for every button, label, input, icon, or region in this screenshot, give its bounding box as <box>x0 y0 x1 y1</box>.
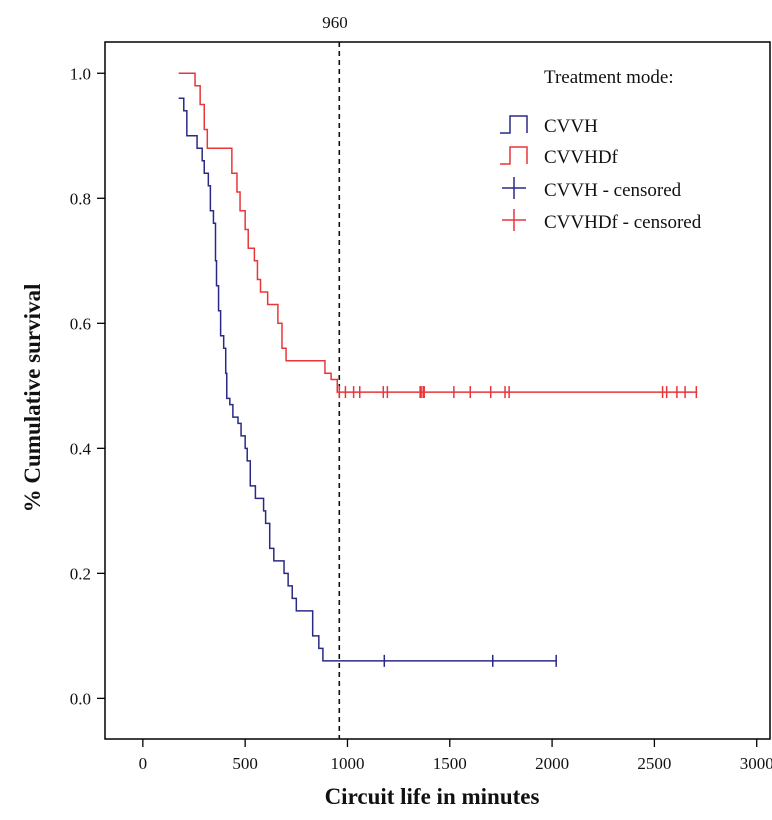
legend-item: CVVH <box>500 115 598 137</box>
y-axis-title: % Cumulative survival <box>20 284 45 513</box>
legend-swatch <box>500 115 528 134</box>
y-tick-label: 1.0 <box>70 64 91 83</box>
y-tick-label: 0.2 <box>70 564 91 583</box>
series-layer <box>178 72 698 667</box>
y-tick-label: 0.8 <box>70 189 91 208</box>
y-tick-label: 0.0 <box>70 689 91 708</box>
x-axis: 0 500 1000 1500 2000 2500 3000 <box>139 739 772 773</box>
series-line-cvvh <box>178 97 557 662</box>
x-tick-label: 0 <box>139 754 148 773</box>
reference-line-label: 960 <box>322 13 348 32</box>
legend-label: CVVH <box>544 116 598 137</box>
legend: Treatment mode: CVVH CVVHDf CVVH - censore… <box>500 67 702 233</box>
x-tick-label: 1000 <box>330 754 364 773</box>
series-line-cvvhdf <box>178 72 698 393</box>
legend-label: CVVH - censored <box>544 180 682 201</box>
legend-label: CVVHDf - censored <box>544 212 702 233</box>
x-tick-label: 500 <box>232 754 258 773</box>
x-tick-label: 1500 <box>433 754 467 773</box>
y-tick-label: 0.4 <box>70 439 92 458</box>
y-axis: 0.0 0.2 0.4 0.6 0.8 1.0 <box>70 64 105 708</box>
x-tick-label: 3000 <box>740 754 772 773</box>
legend-swatch <box>500 146 528 165</box>
legend-item: CVVH - censored <box>502 177 682 201</box>
x-tick-label: 2500 <box>637 754 671 773</box>
legend-swatch <box>502 177 526 199</box>
legend-item: CVVHDf - censored <box>502 209 702 233</box>
legend-item: CVVHDf <box>500 146 619 168</box>
x-axis-title: Circuit life in minutes <box>325 784 540 809</box>
plot-frame <box>104 41 771 740</box>
y-tick-label: 0.6 <box>70 314 91 333</box>
legend-title: Treatment mode: <box>544 67 674 88</box>
legend-swatch <box>502 209 526 231</box>
x-tick-label: 2000 <box>535 754 569 773</box>
legend-label: CVVHDf <box>544 147 619 168</box>
